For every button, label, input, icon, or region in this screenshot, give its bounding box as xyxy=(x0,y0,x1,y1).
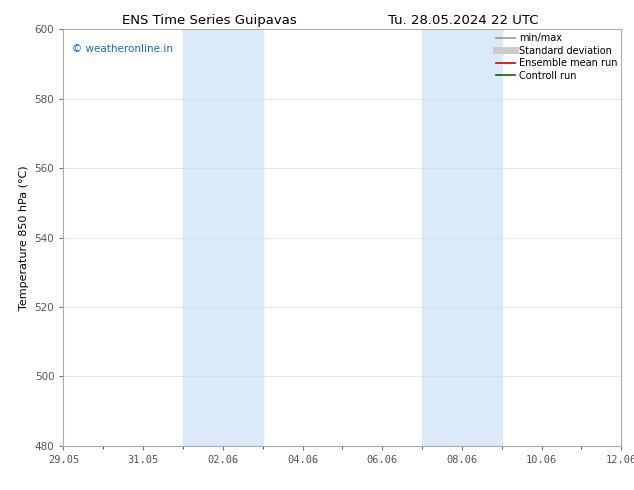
Bar xyxy=(183,29,262,446)
Legend: min/max, Standard deviation, Ensemble mean run, Controll run: min/max, Standard deviation, Ensemble me… xyxy=(494,31,619,82)
Y-axis label: Temperature 850 hPa (°C): Temperature 850 hPa (°C) xyxy=(19,165,29,310)
Text: Tu. 28.05.2024 22 UTC: Tu. 28.05.2024 22 UTC xyxy=(387,14,538,27)
Text: ENS Time Series Guipavas: ENS Time Series Guipavas xyxy=(122,14,297,27)
Bar xyxy=(422,29,501,446)
Text: © weatheronline.in: © weatheronline.in xyxy=(72,44,173,54)
